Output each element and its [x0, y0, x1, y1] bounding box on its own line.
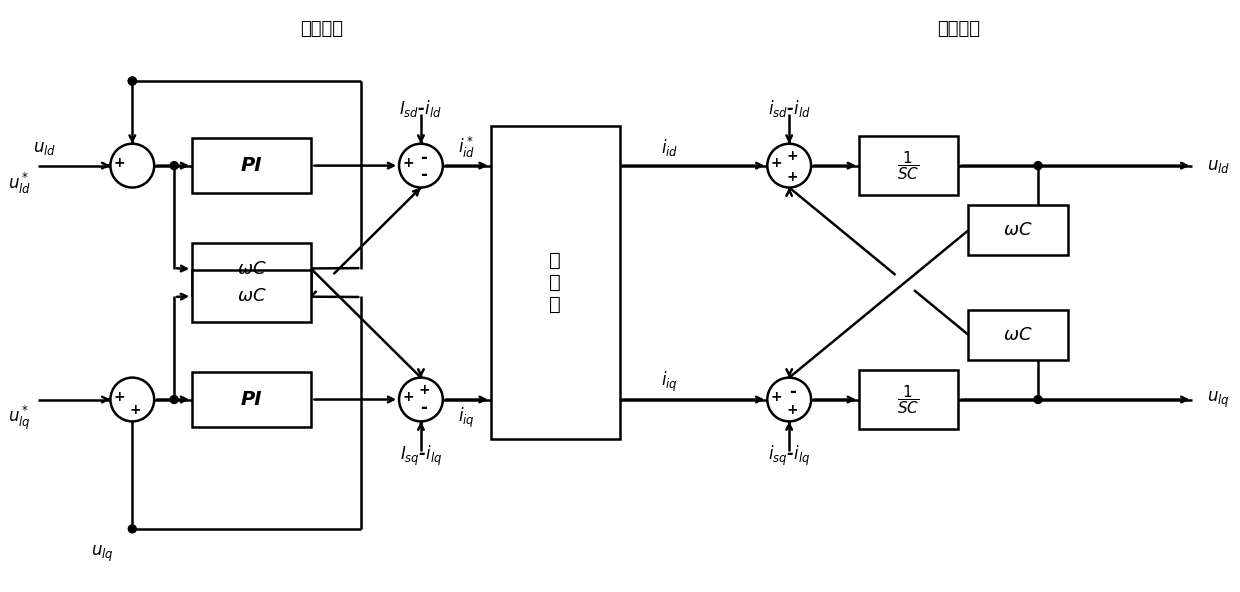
Circle shape — [399, 378, 443, 422]
Bar — [491, 126, 620, 439]
Bar — [192, 270, 311, 322]
Text: +: + — [402, 390, 414, 404]
Text: $\omega C$: $\omega C$ — [1003, 221, 1033, 239]
Text: $\omega C$: $\omega C$ — [1003, 326, 1033, 344]
Text: $u_{ld}^*$: $u_{ld}^*$ — [7, 171, 31, 196]
Text: $i_{sq}$-$i_{lq}$: $i_{sq}$-$i_{lq}$ — [768, 444, 810, 468]
Text: $\omega C$: $\omega C$ — [237, 287, 267, 305]
Bar — [192, 138, 311, 194]
Text: $i_{iq}$: $i_{iq}$ — [661, 369, 678, 394]
Text: $u_{lq}$: $u_{lq}$ — [91, 543, 114, 564]
Text: $i_{iq}$: $i_{iq}$ — [459, 406, 475, 430]
Text: +: + — [770, 390, 782, 404]
Text: +: + — [418, 382, 430, 397]
Text: -: - — [420, 166, 428, 184]
Text: 逆
变
器: 逆 变 器 — [549, 251, 562, 314]
Text: +: + — [402, 156, 414, 170]
Text: -: - — [420, 149, 428, 167]
Text: $u_{ld}$: $u_{ld}$ — [1208, 157, 1230, 175]
Text: PI: PI — [241, 390, 263, 409]
Text: $u_{ld}$: $u_{ld}$ — [32, 139, 56, 157]
Text: $\dfrac{1}{SC}$: $\dfrac{1}{SC}$ — [898, 149, 920, 182]
Text: +: + — [786, 403, 799, 417]
Text: 系统模块: 系统模块 — [937, 20, 980, 38]
Bar — [192, 372, 311, 427]
Text: $i_{sd}$-$i_{ld}$: $i_{sd}$-$i_{ld}$ — [768, 98, 811, 120]
Text: $I_{sq}$-$i_{lq}$: $I_{sq}$-$i_{lq}$ — [399, 444, 443, 468]
Bar — [859, 136, 959, 195]
Text: $u_{lq}^*$: $u_{lq}^*$ — [9, 403, 31, 432]
Text: +: + — [113, 156, 125, 170]
Circle shape — [128, 77, 136, 85]
Text: +: + — [113, 390, 125, 404]
Text: +: + — [770, 156, 782, 170]
Text: 控制模块: 控制模块 — [300, 20, 343, 38]
Bar — [968, 310, 1068, 360]
Text: $i_{id}$: $i_{id}$ — [661, 137, 678, 158]
Bar — [192, 243, 311, 295]
Text: -: - — [420, 400, 428, 417]
Text: +: + — [786, 169, 799, 184]
Text: PI: PI — [241, 156, 263, 175]
Text: $u_{lq}$: $u_{lq}$ — [1208, 390, 1230, 410]
Circle shape — [399, 144, 443, 188]
Text: $\omega C$: $\omega C$ — [237, 260, 267, 278]
Text: $\dfrac{1}{SC}$: $\dfrac{1}{SC}$ — [898, 383, 920, 416]
Circle shape — [170, 162, 179, 169]
Text: +: + — [129, 403, 141, 417]
Text: $i_{id}^*$: $i_{id}^*$ — [458, 135, 475, 160]
Circle shape — [128, 77, 136, 85]
Text: +: + — [786, 149, 799, 163]
Circle shape — [1034, 162, 1042, 169]
Bar — [968, 205, 1068, 255]
Circle shape — [128, 525, 136, 533]
Circle shape — [768, 378, 811, 422]
Bar — [859, 369, 959, 429]
Circle shape — [170, 395, 179, 404]
Circle shape — [1034, 395, 1042, 404]
Text: $I_{sd}$-$i_{ld}$: $I_{sd}$-$i_{ld}$ — [399, 98, 443, 120]
Circle shape — [110, 144, 154, 188]
Circle shape — [768, 144, 811, 188]
Text: -: - — [789, 382, 796, 401]
Circle shape — [110, 378, 154, 422]
